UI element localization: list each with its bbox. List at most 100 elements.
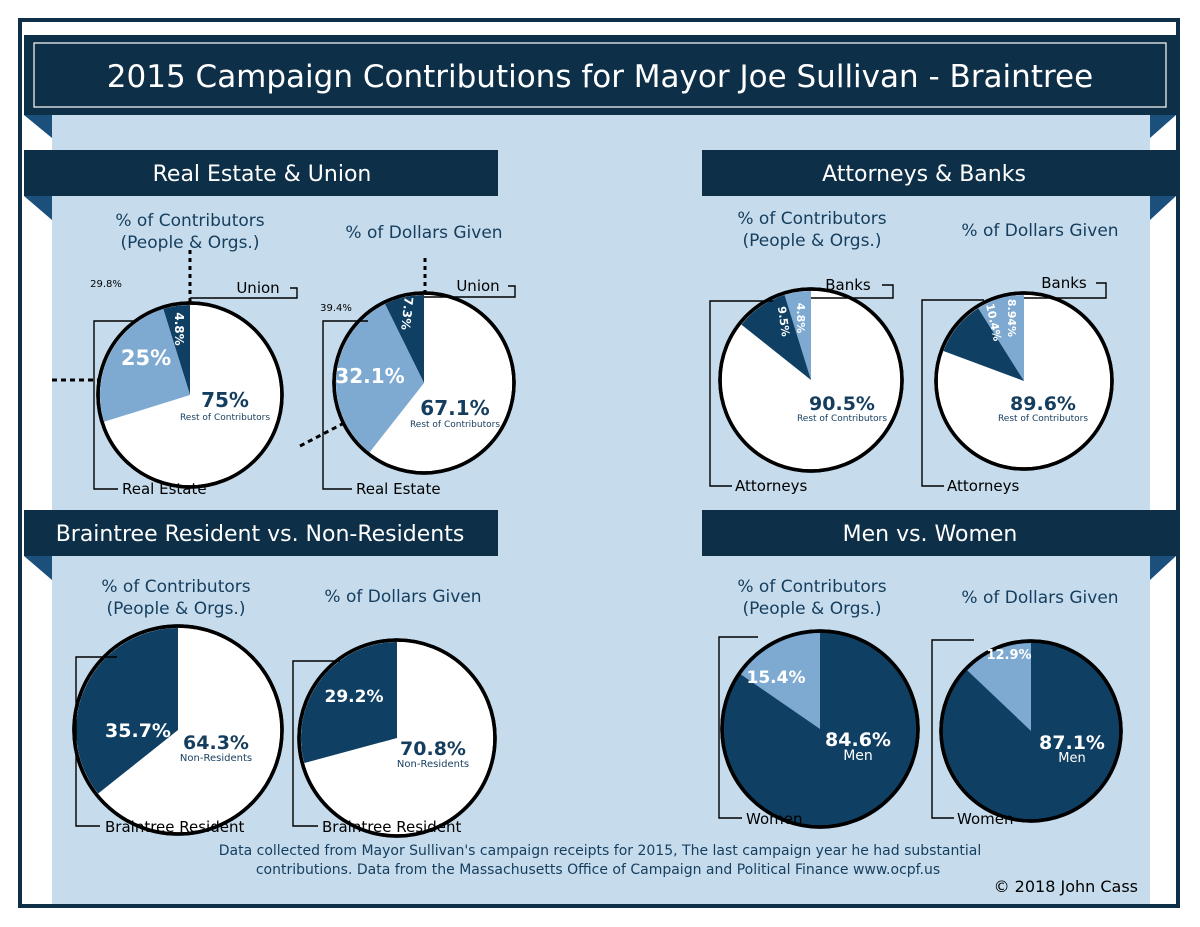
section-fold <box>24 556 52 580</box>
data-label: 67.1% <box>420 396 489 420</box>
data-label: 25% <box>121 346 171 370</box>
data-label: 35.7% <box>105 720 171 742</box>
callout-line <box>292 660 340 827</box>
title-bar <box>24 35 1176 115</box>
title-fold-right <box>1150 115 1176 138</box>
callout-label: Union <box>456 277 499 295</box>
pie-slice <box>99 309 190 422</box>
data-label: 89.6% <box>1010 393 1076 415</box>
pie-slice <box>943 308 1024 381</box>
section-fold <box>1150 196 1176 220</box>
chart-header: % of Contributors <box>115 211 264 231</box>
data-label: 75% <box>201 388 249 412</box>
section-title: Braintree Resident vs. Non-Residents <box>56 522 465 547</box>
callout-line <box>811 284 894 299</box>
section-bar <box>702 150 1176 196</box>
section-bar <box>24 150 498 196</box>
pie-slice <box>76 628 178 794</box>
callout-label: Attorneys <box>735 477 807 495</box>
data-label: 64.3% <box>183 732 249 754</box>
callout-line <box>322 320 368 490</box>
data-label: 4.8% <box>172 312 186 345</box>
callout-line <box>93 320 138 490</box>
pie-outline <box>720 629 920 829</box>
pie-slice <box>336 304 424 453</box>
callout-label: Braintree Resident <box>105 818 244 836</box>
chart-header: % of Contributors <box>101 577 250 597</box>
section-bar <box>702 510 1176 556</box>
callout-label: Banks <box>1041 274 1087 292</box>
callout-line <box>1024 282 1107 299</box>
callout-line <box>424 285 516 298</box>
callout-label: Real Estate <box>356 480 441 498</box>
chart-header: (People & Orgs.) <box>743 231 882 251</box>
title-fold-left <box>24 115 52 138</box>
slice-label: Rest of Contributors <box>797 414 887 424</box>
pie-slice <box>163 305 190 395</box>
chart-header: (People & Orgs.) <box>107 599 246 619</box>
section-title: Attorneys & Banks <box>822 162 1026 187</box>
annotation-text: 29.8% <box>90 279 122 290</box>
chart-header: % of Dollars Given <box>324 587 481 607</box>
data-label: 4.8% <box>794 303 807 334</box>
data-label: 84.6% <box>825 729 891 751</box>
data-label: 12.9% <box>986 648 1031 663</box>
page-title: 2015 Campaign Contributions for Mayor Jo… <box>107 59 1093 95</box>
data-label: 32.1% <box>335 364 404 388</box>
callout-line <box>921 299 984 487</box>
callout-label: Women <box>957 810 1013 828</box>
slice-label: Non-Residents <box>180 753 252 764</box>
pie-outline <box>934 291 1114 471</box>
data-label: 9.5% <box>775 305 792 337</box>
pie-slice <box>967 643 1031 731</box>
pie-slice <box>300 642 397 764</box>
slice-label: Men <box>843 748 873 764</box>
pie-slice <box>385 295 424 383</box>
chart-header: % of Dollars Given <box>961 221 1118 241</box>
pie-slice <box>740 633 820 729</box>
data-label: 15.4% <box>747 668 806 688</box>
section-fold <box>1150 556 1176 580</box>
pie-slice <box>741 295 811 380</box>
callout-line <box>718 636 758 819</box>
slice-label: Rest of Contributors <box>410 420 500 430</box>
callout-label: Banks <box>825 276 871 294</box>
slice-label: Non-Residents <box>397 759 469 770</box>
chart-header: % of Contributors <box>737 209 886 229</box>
pie-slice <box>978 295 1024 381</box>
callout-label: Braintree Resident <box>322 818 461 836</box>
callout-line <box>709 300 773 487</box>
section-title: Men vs. Women <box>843 522 1018 547</box>
slice-label: Rest of Contributors <box>998 414 1088 424</box>
chart-header: % of Contributors <box>737 577 886 597</box>
pie-outline <box>297 638 497 838</box>
footnote-line: Data collected from Mayor Sullivan's cam… <box>219 843 981 859</box>
pie-outline <box>718 287 904 473</box>
section-bar <box>24 510 498 556</box>
section-title: Real Estate & Union <box>153 162 372 187</box>
data-label: 7.3% <box>398 296 415 331</box>
data-label: 87.1% <box>1039 732 1105 754</box>
title-bar-border <box>33 42 1167 108</box>
data-label: 29.2% <box>325 687 384 707</box>
footnote-line: contributions. Data from the Massachuset… <box>256 862 940 878</box>
pie-outline <box>96 301 284 489</box>
pie-outline <box>939 639 1123 823</box>
data-label: 70.8% <box>400 738 466 760</box>
chart-header: % of Dollars Given <box>961 588 1118 608</box>
callout-label: Women <box>746 810 802 828</box>
slice-label: Men <box>1058 751 1085 766</box>
annotation-text: 39.4% <box>320 303 352 314</box>
callout-line <box>190 287 298 299</box>
credit-text: © 2018 John Cass <box>994 877 1138 896</box>
chart-header: % of Dollars Given <box>345 223 502 243</box>
callout-label: Union <box>236 279 279 297</box>
section-fold <box>24 196 52 220</box>
callout-line <box>931 639 974 819</box>
data-label: 8.94% <box>1005 299 1018 337</box>
slice-label: Rest of Contributors <box>180 413 270 423</box>
chart-header: (People & Orgs.) <box>743 599 882 619</box>
pie-outline <box>72 624 284 836</box>
callout-label: Real Estate <box>122 480 207 498</box>
